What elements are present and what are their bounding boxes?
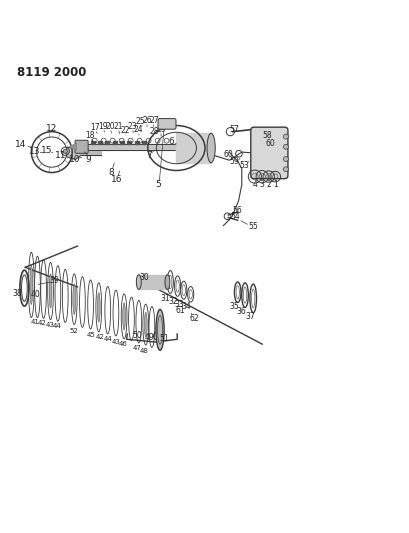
Text: 46: 46 (119, 341, 128, 347)
Ellipse shape (49, 274, 52, 308)
Text: 42: 42 (95, 334, 104, 340)
Text: 60: 60 (223, 150, 233, 159)
Text: 39: 39 (49, 276, 58, 285)
Text: 4: 4 (252, 180, 257, 189)
Text: 47: 47 (133, 345, 142, 351)
Text: 41: 41 (31, 319, 40, 325)
Text: 40: 40 (31, 290, 40, 299)
Text: 60: 60 (265, 140, 274, 148)
Circle shape (283, 144, 288, 149)
Text: 49: 49 (144, 333, 153, 342)
Text: 50: 50 (132, 332, 141, 341)
Ellipse shape (207, 133, 215, 163)
Text: 48: 48 (139, 348, 148, 354)
Text: 12: 12 (46, 124, 57, 133)
FancyBboxPatch shape (75, 140, 88, 154)
Bar (120, 141, 124, 144)
Text: 13: 13 (29, 147, 40, 156)
Text: 53: 53 (238, 160, 248, 169)
Circle shape (283, 167, 288, 172)
Ellipse shape (122, 303, 125, 330)
Text: 43: 43 (111, 339, 120, 345)
Text: 21: 21 (113, 122, 123, 131)
Text: 45: 45 (86, 332, 95, 338)
Text: 59: 59 (229, 157, 239, 166)
Text: 25: 25 (135, 117, 145, 126)
Ellipse shape (136, 274, 141, 289)
Text: 1: 1 (272, 180, 277, 189)
Ellipse shape (97, 293, 100, 322)
Text: 61: 61 (175, 306, 185, 315)
Text: 14: 14 (15, 140, 26, 149)
Text: 19: 19 (98, 122, 108, 131)
Text: 44: 44 (53, 323, 61, 329)
Text: 20: 20 (106, 122, 115, 131)
Circle shape (283, 157, 288, 161)
Text: 18: 18 (85, 131, 94, 140)
Ellipse shape (144, 312, 147, 337)
Text: 3: 3 (259, 180, 264, 189)
Text: 36: 36 (236, 307, 246, 316)
Text: 62: 62 (189, 314, 199, 324)
Text: 29: 29 (156, 125, 165, 134)
Text: 16: 16 (110, 175, 122, 184)
Text: 7: 7 (145, 151, 151, 160)
Text: 52: 52 (70, 328, 79, 334)
Text: 37: 37 (245, 312, 254, 321)
Text: 27: 27 (149, 116, 158, 125)
Text: 23: 23 (128, 122, 137, 131)
Ellipse shape (30, 265, 33, 304)
Text: 51: 51 (159, 334, 169, 343)
Circle shape (283, 134, 288, 139)
Text: 35: 35 (229, 302, 239, 311)
Text: 2: 2 (266, 180, 270, 189)
Text: 8: 8 (108, 168, 114, 177)
Bar (98, 141, 102, 144)
Bar (135, 141, 139, 144)
Text: 43: 43 (45, 321, 54, 327)
Text: 17: 17 (90, 123, 99, 132)
Text: 26: 26 (142, 116, 151, 125)
Text: 31: 31 (160, 294, 170, 303)
Ellipse shape (155, 309, 164, 350)
Bar (142, 141, 146, 144)
Circle shape (63, 149, 67, 154)
Polygon shape (67, 147, 82, 159)
Text: 54: 54 (229, 212, 239, 221)
Text: 44: 44 (103, 336, 112, 342)
Text: 22: 22 (120, 126, 130, 135)
Text: 57: 57 (229, 125, 239, 134)
Bar (112, 141, 117, 144)
Text: 33: 33 (173, 300, 183, 309)
Bar (90, 141, 94, 144)
Text: 24: 24 (134, 125, 143, 134)
Text: 6: 6 (168, 138, 174, 147)
Text: 30: 30 (139, 273, 149, 282)
FancyBboxPatch shape (250, 127, 287, 179)
Text: 11: 11 (55, 151, 67, 160)
Text: 10: 10 (68, 155, 80, 164)
Text: 42: 42 (38, 320, 47, 326)
Text: 38: 38 (12, 288, 22, 297)
Text: 55: 55 (248, 222, 257, 231)
Ellipse shape (164, 274, 169, 289)
Text: 9: 9 (85, 155, 91, 164)
Text: 5: 5 (155, 180, 160, 189)
Polygon shape (69, 144, 76, 150)
Bar (105, 141, 109, 144)
Text: 56: 56 (232, 206, 242, 215)
Text: 34: 34 (180, 302, 190, 311)
FancyBboxPatch shape (157, 118, 175, 129)
Bar (127, 141, 131, 144)
Text: 58: 58 (262, 131, 272, 140)
Text: 32: 32 (168, 297, 177, 306)
Ellipse shape (73, 284, 76, 314)
Text: 15: 15 (40, 146, 52, 155)
Text: 8119 2000: 8119 2000 (17, 66, 86, 79)
Text: 28: 28 (149, 127, 158, 136)
